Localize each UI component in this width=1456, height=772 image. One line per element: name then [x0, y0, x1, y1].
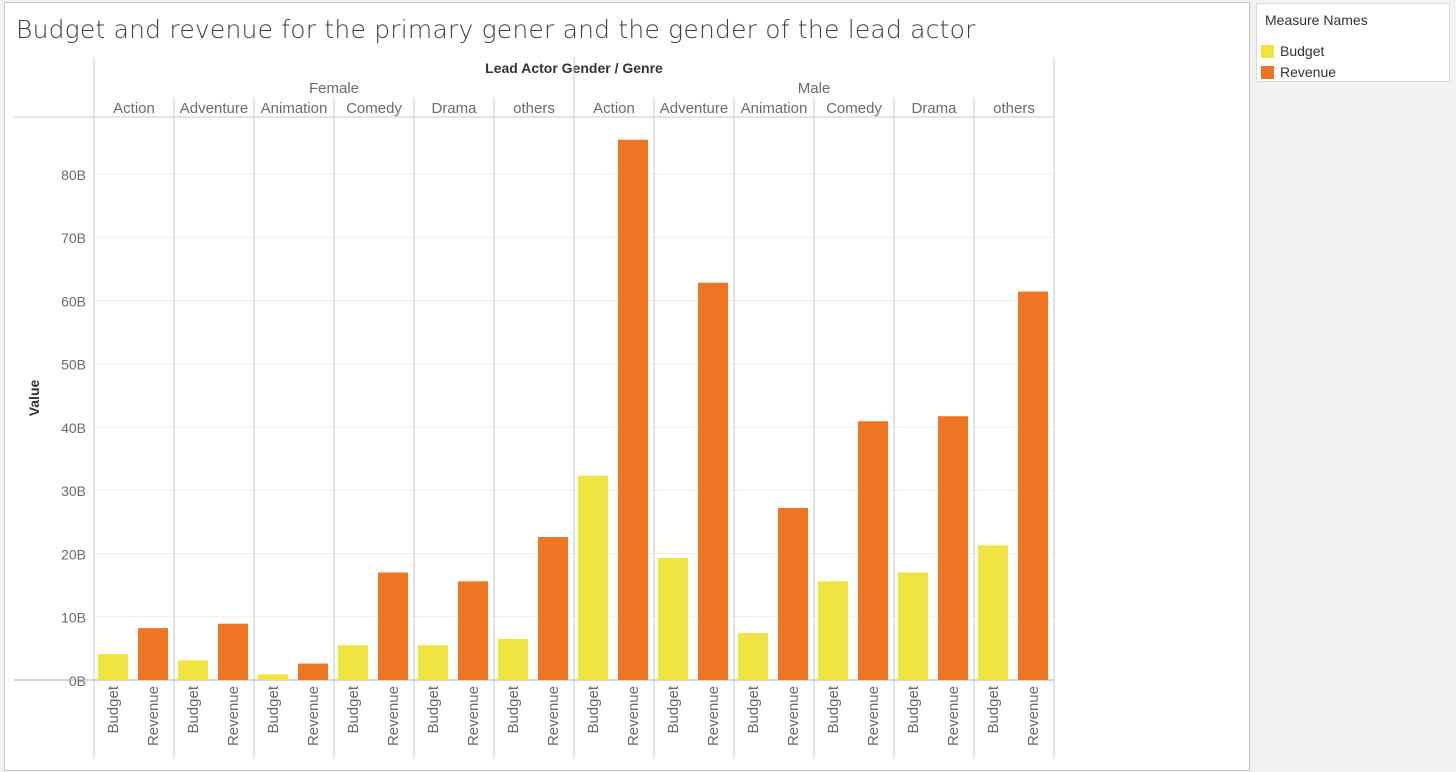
- bar-revenue: [138, 628, 168, 680]
- x-measure-label: Revenue: [705, 686, 722, 746]
- y-tick-label: 0B: [69, 673, 86, 689]
- x-measure-label: Revenue: [545, 686, 562, 746]
- y-tick-label: 10B: [61, 610, 86, 626]
- bar-budget: [258, 674, 288, 680]
- bar-budget: [178, 660, 208, 680]
- x-measure-label: Revenue: [945, 686, 962, 746]
- bar-budget: [978, 545, 1008, 680]
- bar-budget: [498, 638, 528, 680]
- x-measure-label: Budget: [105, 685, 122, 733]
- genre-header: Drama: [911, 100, 957, 117]
- bar-budget: [418, 645, 448, 680]
- bar-revenue: [938, 416, 968, 680]
- x-measure-label: Budget: [345, 685, 362, 733]
- x-measure-label: Revenue: [625, 686, 642, 746]
- legend-title: Measure Names: [1265, 12, 1368, 28]
- y-tick-label: 40B: [61, 420, 86, 436]
- genre-header: Action: [593, 100, 635, 117]
- gender-header-female: Female: [309, 80, 359, 97]
- y-tick-label: 30B: [61, 483, 86, 499]
- bar-revenue: [698, 282, 728, 680]
- x-measure-label: Revenue: [785, 686, 802, 746]
- legend-item-revenue[interactable]: Revenue: [1261, 63, 1441, 81]
- x-measure-label: Revenue: [225, 686, 242, 746]
- legend-label-revenue: Revenue: [1280, 64, 1337, 80]
- bar-revenue: [618, 139, 648, 680]
- bar-revenue: [858, 421, 888, 680]
- y-tick-label: 60B: [61, 293, 86, 309]
- legend-swatch-budget: [1261, 45, 1274, 58]
- bar-revenue: [218, 623, 248, 680]
- genre-header: Drama: [431, 100, 477, 117]
- x-measure-label: Budget: [825, 685, 842, 733]
- genre-header: Adventure: [660, 100, 728, 117]
- x-measure-label: Budget: [425, 685, 442, 733]
- genre-header: Animation: [741, 100, 808, 117]
- x-measure-label: Revenue: [865, 686, 882, 746]
- x-measure-label: Budget: [185, 685, 202, 733]
- bar-budget: [738, 633, 768, 680]
- y-tick-label: 70B: [61, 230, 86, 246]
- x-measure-label: Budget: [505, 685, 522, 733]
- x-measure-label: Budget: [745, 685, 762, 733]
- genre-header: others: [513, 100, 555, 117]
- bar-budget: [898, 572, 928, 680]
- y-tick-label: 50B: [61, 357, 86, 373]
- x-measure-label: Revenue: [145, 686, 162, 746]
- genre-header: Comedy: [826, 100, 882, 117]
- genre-header: Animation: [261, 100, 328, 117]
- legend: Measure Names Budget Revenue: [1256, 3, 1450, 82]
- bar-budget: [338, 645, 368, 680]
- legend-item-budget[interactable]: Budget: [1261, 42, 1441, 60]
- gender-header-male: Male: [798, 80, 831, 97]
- y-tick-label: 20B: [61, 546, 86, 562]
- bar-revenue: [1018, 291, 1048, 680]
- x-measure-label: Budget: [665, 685, 682, 733]
- bar-revenue: [298, 663, 328, 680]
- bar-revenue: [458, 581, 488, 680]
- bar-budget: [658, 557, 688, 680]
- bar-revenue: [378, 572, 408, 680]
- x-measure-label: Revenue: [1025, 686, 1042, 746]
- y-axis-label: Value: [26, 380, 42, 417]
- genre-header: Action: [113, 100, 155, 117]
- x-measure-label: Budget: [265, 685, 282, 733]
- genre-header: others: [993, 100, 1035, 117]
- genre-header: Adventure: [180, 100, 248, 117]
- x-measure-label: Budget: [905, 685, 922, 733]
- legend-label-budget: Budget: [1280, 43, 1325, 59]
- bar-revenue: [538, 537, 568, 680]
- x-measure-label: Revenue: [385, 686, 402, 746]
- bar-revenue: [778, 507, 808, 680]
- legend-swatch-revenue: [1261, 66, 1274, 79]
- x-measure-label: Revenue: [305, 686, 322, 746]
- x-measure-label: Budget: [585, 685, 602, 733]
- bar-budget: [98, 654, 128, 680]
- genre-header: Comedy: [346, 100, 402, 117]
- y-tick-label: 80B: [61, 167, 86, 183]
- chart-title: Budget and revenue for the primary gener…: [16, 15, 976, 44]
- bar-budget: [578, 475, 608, 680]
- x-measure-label: Revenue: [465, 686, 482, 746]
- x-measure-label: Budget: [985, 685, 1002, 733]
- bar-budget: [818, 581, 848, 680]
